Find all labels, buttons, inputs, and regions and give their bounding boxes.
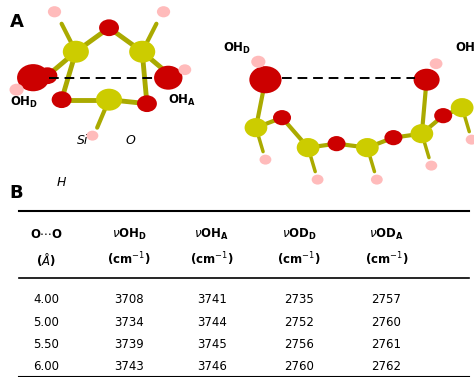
Text: $\nu$OH$_\mathregular{D}$: $\nu$OH$_\mathregular{D}$ bbox=[111, 227, 146, 242]
Circle shape bbox=[154, 66, 182, 90]
Circle shape bbox=[9, 84, 24, 96]
Circle shape bbox=[273, 110, 291, 125]
Text: OH$_\mathregular{D}$: OH$_\mathregular{D}$ bbox=[223, 41, 251, 56]
Text: H: H bbox=[57, 176, 66, 188]
Circle shape bbox=[129, 41, 155, 63]
Text: 3741: 3741 bbox=[197, 293, 227, 306]
Circle shape bbox=[413, 69, 440, 91]
Text: 2762: 2762 bbox=[372, 360, 401, 373]
Text: 3708: 3708 bbox=[114, 293, 144, 306]
Text: $\nu$OH$_\mathregular{A}$: $\nu$OH$_\mathregular{A}$ bbox=[194, 227, 229, 242]
Text: Si: Si bbox=[77, 133, 89, 147]
Text: B: B bbox=[9, 184, 23, 202]
Text: 2761: 2761 bbox=[372, 338, 401, 351]
Text: 3743: 3743 bbox=[114, 360, 144, 373]
Text: O$\cdots$O: O$\cdots$O bbox=[30, 228, 63, 241]
Circle shape bbox=[384, 130, 402, 145]
Text: 3746: 3746 bbox=[197, 360, 227, 373]
Text: 6.00: 6.00 bbox=[33, 360, 59, 373]
Circle shape bbox=[63, 41, 89, 63]
Circle shape bbox=[137, 95, 157, 112]
Text: 3734: 3734 bbox=[114, 316, 144, 329]
Text: OH$_\mathregular{A}$: OH$_\mathregular{A}$ bbox=[168, 93, 197, 108]
Text: OH$_\mathregular{D}$: OH$_\mathregular{D}$ bbox=[9, 95, 38, 110]
Text: 3744: 3744 bbox=[197, 316, 227, 329]
Circle shape bbox=[178, 64, 191, 75]
Circle shape bbox=[52, 91, 72, 108]
Circle shape bbox=[99, 19, 119, 36]
Text: 2735: 2735 bbox=[284, 293, 314, 306]
Text: $\nu$OD$_\mathregular{A}$: $\nu$OD$_\mathregular{A}$ bbox=[369, 227, 404, 242]
Text: A: A bbox=[9, 13, 23, 31]
Text: (cm$^{-1}$): (cm$^{-1}$) bbox=[277, 250, 321, 268]
Text: (cm$^{-1}$): (cm$^{-1}$) bbox=[190, 250, 234, 268]
Circle shape bbox=[434, 108, 452, 123]
Text: 2760: 2760 bbox=[284, 360, 314, 373]
Circle shape bbox=[328, 136, 346, 151]
Text: (cm$^{-1}$): (cm$^{-1}$) bbox=[365, 250, 408, 268]
Text: 2757: 2757 bbox=[372, 293, 401, 306]
Circle shape bbox=[451, 98, 474, 117]
Circle shape bbox=[251, 56, 265, 68]
Text: ($\AA$): ($\AA$) bbox=[36, 251, 56, 268]
Circle shape bbox=[259, 155, 271, 165]
Text: 3739: 3739 bbox=[114, 338, 144, 351]
Circle shape bbox=[161, 67, 181, 84]
Circle shape bbox=[157, 6, 170, 17]
Text: 2760: 2760 bbox=[372, 316, 401, 329]
Circle shape bbox=[410, 124, 433, 143]
Circle shape bbox=[311, 175, 323, 185]
Circle shape bbox=[356, 138, 379, 157]
Circle shape bbox=[297, 138, 319, 157]
Circle shape bbox=[426, 161, 437, 171]
Circle shape bbox=[249, 66, 282, 93]
Circle shape bbox=[17, 64, 49, 91]
Circle shape bbox=[465, 135, 474, 145]
Text: O: O bbox=[126, 133, 135, 147]
Circle shape bbox=[86, 131, 99, 141]
Text: 5.00: 5.00 bbox=[33, 316, 59, 329]
Text: 2752: 2752 bbox=[284, 316, 314, 329]
Circle shape bbox=[48, 6, 61, 17]
Text: OH$_\mathregular{A}$: OH$_\mathregular{A}$ bbox=[455, 41, 474, 56]
Circle shape bbox=[371, 175, 383, 185]
Circle shape bbox=[96, 89, 122, 111]
Circle shape bbox=[37, 67, 57, 84]
Text: 2756: 2756 bbox=[284, 338, 314, 351]
Circle shape bbox=[245, 118, 267, 137]
Text: $\nu$OD$_\mathregular{D}$: $\nu$OD$_\mathregular{D}$ bbox=[282, 227, 317, 242]
Text: (cm$^{-1}$): (cm$^{-1}$) bbox=[107, 250, 151, 268]
Circle shape bbox=[429, 58, 443, 69]
Text: 5.50: 5.50 bbox=[33, 338, 59, 351]
Text: 3745: 3745 bbox=[197, 338, 227, 351]
Text: 4.00: 4.00 bbox=[33, 293, 59, 306]
